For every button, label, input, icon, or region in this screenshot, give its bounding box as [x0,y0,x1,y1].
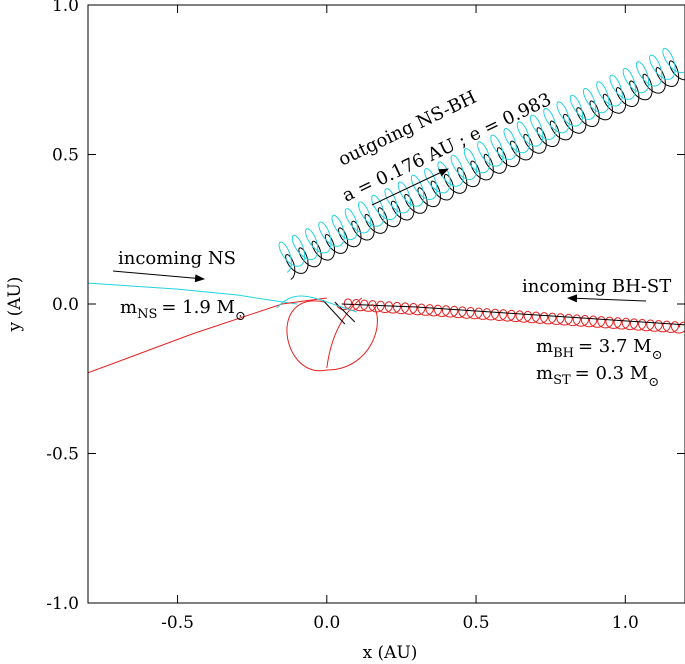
sun-symbol-icon: ⊙ [235,309,246,324]
ticks-layer: -0.5 0.0 0.5 1.0 -1.0 -0.5 0.0 0.5 1.0 [46,0,685,633]
trajectory-layer [88,47,685,374]
x-tick-label: -0.5 [161,613,194,633]
y-tick-label: -1.0 [46,594,79,614]
mass-bh-label: mBH = 3.7 M⊙ [536,336,662,363]
sun-symbol-icon: ⊙ [652,348,663,363]
y-tick-label: 1.0 [52,0,79,16]
mass-ns-value: = 1.9 M [161,297,235,318]
mass-ns-sub: NS [137,307,157,322]
incoming-bhst-arrow [567,294,647,303]
interaction-loop-ns [276,295,357,313]
y-tick-label: 0.0 [52,295,79,315]
x-tick-label: 0.0 [313,613,340,633]
x-tick-label: 1.0 [612,613,639,633]
interaction-core-bh [322,299,356,325]
mass-st-sub: ST [553,373,571,388]
outgoing-bh-trajectory [285,60,685,280]
x-axis-label: x (AU) [363,643,418,663]
mass-st-m: m [536,363,553,384]
y-tick-label: -0.5 [46,445,79,465]
interaction-branch-st [326,297,363,369]
mass-st-label: mST = 0.3 M⊙ [536,363,659,390]
incoming-bh-trajectory [341,303,685,326]
incoming-bhst-label: incoming BH-ST [522,276,671,297]
incoming-ns-arrow [112,270,205,283]
incoming-st-trajectory [335,298,685,334]
mass-bh-value: = 3.7 M [578,336,652,357]
y-axis-label: y (AU) [5,277,25,333]
mass-st-value: = 0.3 M [575,363,649,384]
mass-bh-sub: BH [553,346,574,361]
mass-bh-m: m [536,336,553,357]
outgoing-ns-trajectory [278,47,685,273]
sun-symbol-icon: ⊙ [648,375,659,390]
mass-ns-m: m [120,297,137,318]
incoming-ns-label: incoming NS [118,248,236,269]
ejected-st-trajectory [88,297,327,374]
x-tick-label: 0.5 [463,613,490,633]
outgoing-arrow [371,168,449,206]
y-tick-label: 0.5 [52,146,79,166]
mass-ns-label: mNS = 1.9 M⊙ [120,297,246,324]
interaction-loop-st [286,300,378,372]
